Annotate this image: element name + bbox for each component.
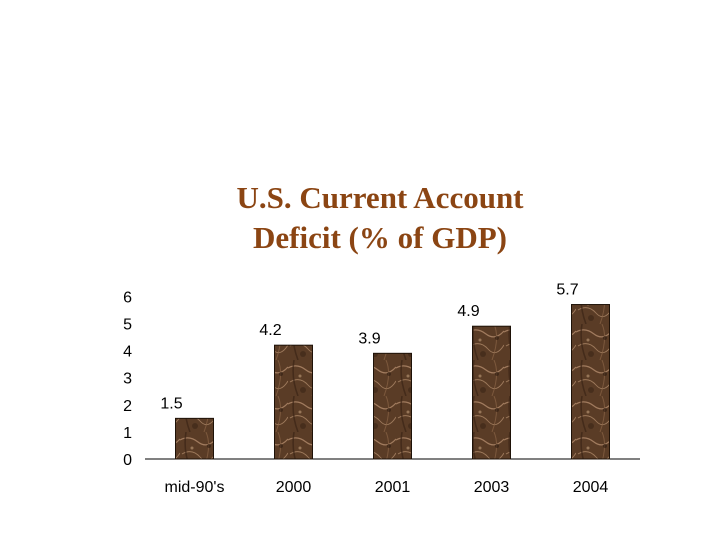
chart-title-line-1: U.S. Current Account	[236, 180, 524, 215]
y-tick-label: 6	[123, 289, 132, 306]
bar	[274, 344, 313, 460]
chart-title: U.S. Current Account Deficit (% of GDP)	[0, 178, 720, 258]
y-tick-label: 4	[123, 344, 132, 361]
y-tick-label: 0	[123, 452, 132, 469]
bar	[175, 417, 214, 460]
bar-series	[175, 304, 610, 460]
data-label: 5.7	[556, 282, 578, 299]
data-label: 1.5	[160, 395, 182, 412]
x-tick-label: 2001	[375, 479, 411, 496]
bar	[373, 352, 412, 460]
data-label: 4.2	[259, 322, 281, 339]
y-tick-label: 2	[123, 398, 132, 415]
x-tick-label: mid-90's	[165, 479, 225, 496]
x-tick-label: 2004	[573, 479, 609, 496]
x-tick-label: 2003	[474, 479, 510, 496]
bar	[571, 304, 610, 460]
x-tick-label: 2000	[276, 479, 312, 496]
y-tick-label: 1	[123, 425, 132, 442]
chart-title-line-2: Deficit (% of GDP)	[253, 220, 507, 255]
data-label: 4.9	[457, 303, 479, 320]
y-axis-ticks: 0 1 2 3 4 5 6	[123, 289, 132, 469]
data-label: 3.9	[358, 330, 380, 347]
y-tick-label: 5	[123, 317, 132, 334]
y-tick-label: 3	[123, 371, 132, 388]
bar	[472, 325, 511, 460]
x-axis-ticks: mid-90's 2000 2001 2003 2004	[165, 479, 609, 496]
data-labels: 1.5 4.2 3.9 4.9 5.7	[160, 282, 578, 413]
